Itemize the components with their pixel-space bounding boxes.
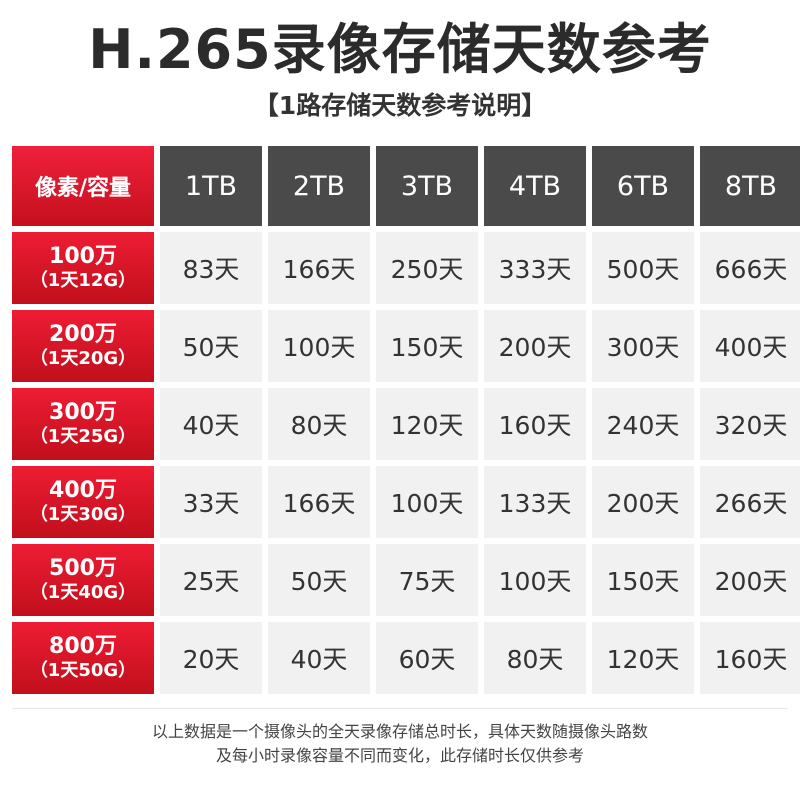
table-cell: 320天 bbox=[700, 388, 800, 460]
footer-divider bbox=[12, 708, 788, 709]
row-pixel-label: 100万 bbox=[49, 244, 117, 269]
table-cell: 160天 bbox=[484, 388, 586, 460]
row-header: 300万 （1天25G） bbox=[12, 388, 154, 460]
table-cell: 166天 bbox=[268, 232, 370, 304]
row-pixel-label: 400万 bbox=[49, 478, 117, 503]
row-pixel-label: 300万 bbox=[49, 400, 117, 425]
row-pixel-label: 500万 bbox=[49, 556, 117, 581]
table-cell: 80天 bbox=[268, 388, 370, 460]
table-cell: 100天 bbox=[484, 544, 586, 616]
table-cell: 100天 bbox=[376, 466, 478, 538]
table-cell: 150天 bbox=[376, 310, 478, 382]
table-cell: 20天 bbox=[160, 622, 262, 694]
table-cell: 80天 bbox=[484, 622, 586, 694]
table-cell: 133天 bbox=[484, 466, 586, 538]
table-cell: 500天 bbox=[592, 232, 694, 304]
row-pixel-label: 800万 bbox=[49, 634, 117, 659]
table-cell: 120天 bbox=[592, 622, 694, 694]
row-header: 400万 （1天30G） bbox=[12, 466, 154, 538]
table-cell: 160天 bbox=[700, 622, 800, 694]
table-cell: 120天 bbox=[376, 388, 478, 460]
storage-days-table: 像素/容量 1TB 2TB 3TB 4TB 6TB 8TB 100万 （1天12… bbox=[12, 146, 800, 694]
column-header-4tb: 4TB bbox=[484, 146, 586, 226]
table-cell: 50天 bbox=[268, 544, 370, 616]
row-pixel-label: 200万 bbox=[49, 322, 117, 347]
column-header-6tb: 6TB bbox=[592, 146, 694, 226]
table-cell: 333天 bbox=[484, 232, 586, 304]
column-header-1tb: 1TB bbox=[160, 146, 262, 226]
page-title: H.265录像存储天数参考 bbox=[88, 18, 712, 81]
row-capacity-label: （1天20G） bbox=[29, 348, 137, 370]
row-header: 200万 （1天20G） bbox=[12, 310, 154, 382]
table-cell: 666天 bbox=[700, 232, 800, 304]
footnote: 以上数据是一个摄像头的全天录像存储总时长，具体天数随摄像头路数 及每小时录像容量… bbox=[0, 720, 800, 768]
table-cell: 240天 bbox=[592, 388, 694, 460]
table-cell: 200天 bbox=[592, 466, 694, 538]
table-cell: 60天 bbox=[376, 622, 478, 694]
table-cell: 83天 bbox=[160, 232, 262, 304]
column-header-2tb: 2TB bbox=[268, 146, 370, 226]
footnote-line-2: 及每小时录像容量不同而变化，此存储时长仅供参考 bbox=[215, 746, 584, 765]
table-cell: 25天 bbox=[160, 544, 262, 616]
table-cell: 40天 bbox=[160, 388, 262, 460]
row-capacity-label: （1天30G） bbox=[29, 504, 137, 526]
table-cell: 75天 bbox=[376, 544, 478, 616]
table-cell: 100天 bbox=[268, 310, 370, 382]
table-cell: 33天 bbox=[160, 466, 262, 538]
row-capacity-label: （1天12G） bbox=[29, 270, 137, 292]
row-capacity-label: （1天25G） bbox=[29, 426, 137, 448]
footnote-line-1: 以上数据是一个摄像头的全天录像存储总时长，具体天数随摄像头路数 bbox=[151, 722, 648, 741]
table-cell: 166天 bbox=[268, 466, 370, 538]
table-cell: 266天 bbox=[700, 466, 800, 538]
row-header: 800万 （1天50G） bbox=[12, 622, 154, 694]
table-cell: 50天 bbox=[160, 310, 262, 382]
row-header: 100万 （1天12G） bbox=[12, 232, 154, 304]
row-capacity-label: （1天50G） bbox=[29, 660, 137, 682]
table-cell: 200天 bbox=[484, 310, 586, 382]
table-cell: 150天 bbox=[592, 544, 694, 616]
table-cell: 250天 bbox=[376, 232, 478, 304]
page-subtitle: 【1路存储天数参考说明】 bbox=[253, 91, 547, 120]
column-header-3tb: 3TB bbox=[376, 146, 478, 226]
column-header-8tb: 8TB bbox=[700, 146, 800, 226]
table-cell: 40天 bbox=[268, 622, 370, 694]
table-cell: 300天 bbox=[592, 310, 694, 382]
row-capacity-label: （1天40G） bbox=[29, 582, 137, 604]
corner-header: 像素/容量 bbox=[12, 146, 154, 226]
table-cell: 400天 bbox=[700, 310, 800, 382]
table-cell: 200天 bbox=[700, 544, 800, 616]
row-header: 500万 （1天40G） bbox=[12, 544, 154, 616]
